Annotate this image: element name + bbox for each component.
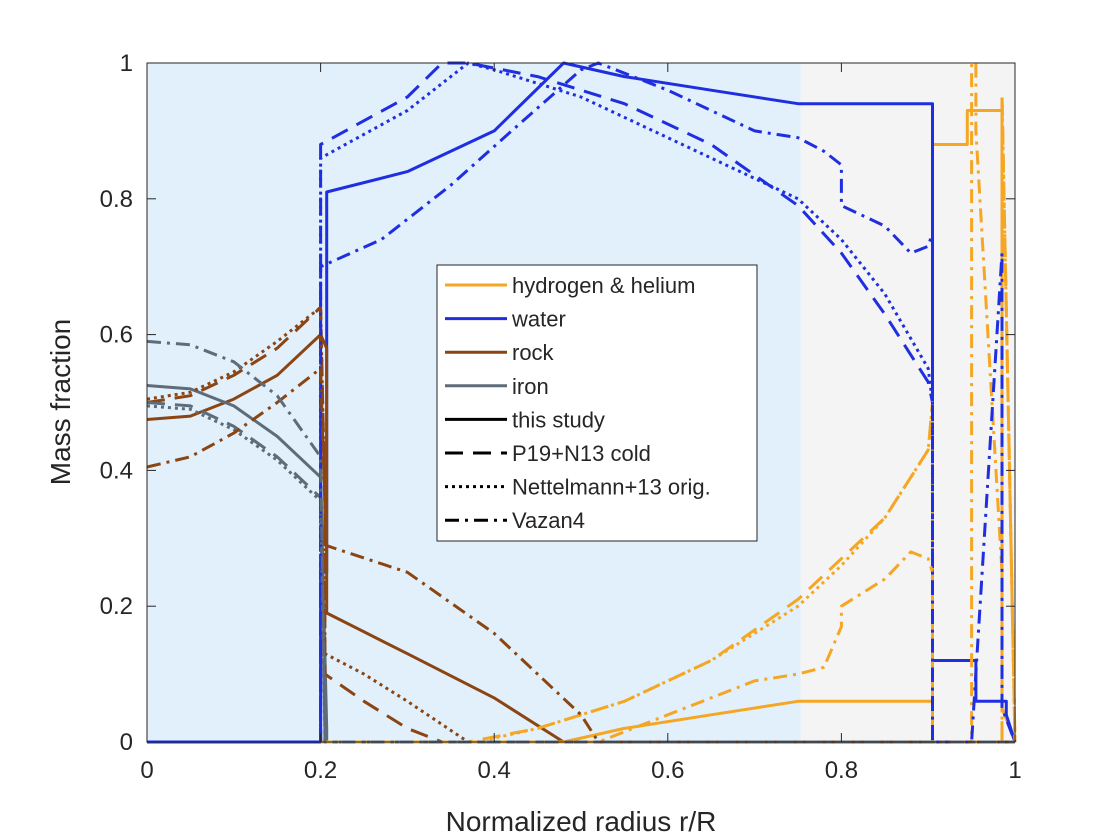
series-rock-this-study [146,333,1015,744]
y-tick-label: 0.2 [100,593,133,620]
legend-label: Vazan4 [512,508,585,533]
y-tick-label: 0.8 [100,186,133,213]
x-tick-label: 0 [140,757,153,784]
legend: hydrogen & helium water rock iron this study… [436,264,758,542]
legend-label: water [511,307,566,332]
legend-label: this study [512,407,605,432]
series-iron-vazan4 [146,339,1015,744]
y-tick-label: 1 [120,50,133,77]
y-tick-label: 0.6 [100,322,133,349]
y-axis-label: Mass fraction [45,319,76,486]
shaded-region-gray [800,63,1015,742]
x-axis-label: Normalized radius r/R [446,806,717,837]
series-lines [146,61,1017,744]
axis-ticks: 0 0.2 0.4 0.6 0.8 1 0 0.2 0.4 0.6 0.8 1 [100,50,1022,784]
series-rock-n13 [146,305,1015,744]
legend-label: P19+N13 cold [512,441,651,466]
x-tick-label: 0.6 [651,757,684,784]
x-tick-label: 0.4 [478,757,511,784]
y-tick-label: 0.4 [100,457,133,484]
x-tick-label: 0.2 [304,757,337,784]
legend-label: Nettelmann+13 orig. [512,475,711,500]
legend-entries: hydrogen & helium water rock iron this study… [445,273,711,533]
series-rock-p19 [146,305,1015,744]
series-water-p19 [147,61,1015,744]
x-tick-label: 0.8 [825,757,858,784]
y-tick-label: 0 [120,729,133,756]
series-iron-this-study [146,384,1015,744]
series-rock-vazan4 [146,367,1015,744]
plot-frame [146,62,1016,743]
x-tick-label: 1 [1008,757,1021,784]
legend-label: hydrogen & helium [512,273,695,298]
legend-label: iron [512,374,549,399]
series-iron-p19 [146,401,1015,744]
series-hhe-vazan4 [147,61,1017,744]
legend-box [436,264,758,542]
legend-label: rock [512,340,555,365]
